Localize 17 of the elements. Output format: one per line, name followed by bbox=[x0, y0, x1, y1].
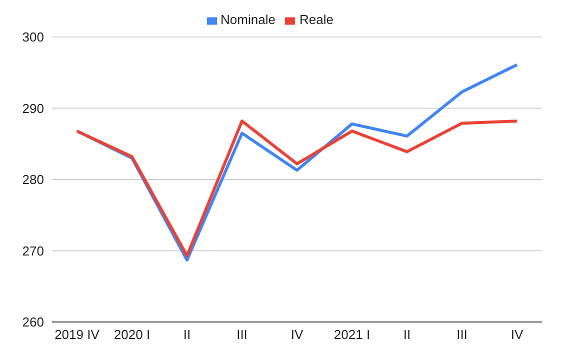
x-tick-label: IV bbox=[510, 327, 524, 342]
line-series bbox=[76, 120, 518, 258]
x-tick-label: III bbox=[456, 327, 468, 342]
y-tick-label: 280 bbox=[22, 172, 44, 188]
x-tick-label: II bbox=[183, 327, 191, 342]
legend-label: Reale bbox=[299, 12, 334, 27]
x-tick-label: III bbox=[236, 327, 248, 342]
y-tick-label: 270 bbox=[22, 243, 44, 258]
x-tick-label: IV bbox=[290, 327, 304, 342]
x-tick-label: II bbox=[403, 327, 411, 342]
x-tick-label: 2020 I bbox=[114, 327, 150, 342]
legend-label: Nominale bbox=[220, 12, 276, 27]
y-tick-label: 260 bbox=[22, 314, 44, 330]
x-tick-label: 2019 IV bbox=[54, 327, 100, 342]
y-tick-label: 290 bbox=[22, 100, 44, 116]
y-tick-label: 300 bbox=[22, 30, 44, 45]
x-tick-label: 2021 I bbox=[334, 327, 370, 342]
